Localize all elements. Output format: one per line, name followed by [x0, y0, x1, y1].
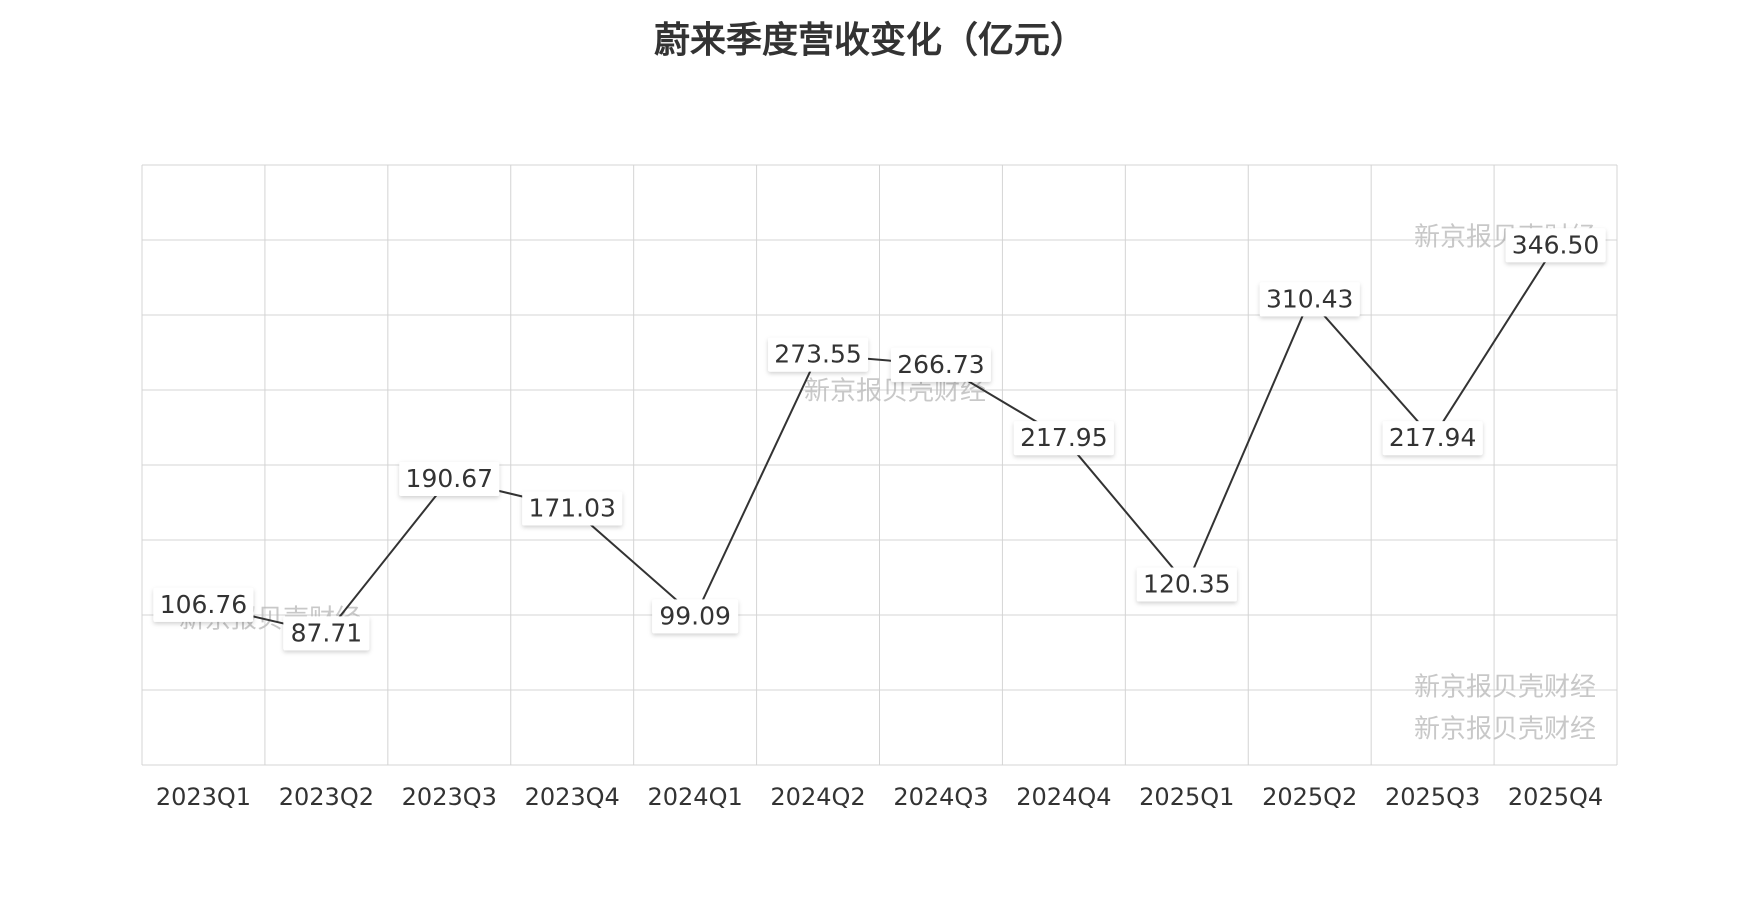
- data-label: 266.73: [897, 350, 984, 379]
- chart-title: 蔚来季度营收变化（亿元）: [654, 19, 1086, 61]
- data-label: 106.76: [160, 590, 247, 619]
- data-label-box: [1382, 421, 1483, 456]
- x-tick-label: 2024Q2: [770, 783, 865, 811]
- data-label: 171.03: [528, 493, 615, 522]
- x-tick-label: 2025Q2: [1262, 783, 1357, 811]
- data-label-box: [1259, 282, 1360, 317]
- data-label-box: [283, 616, 370, 651]
- x-tick-label: 2025Q4: [1508, 783, 1603, 811]
- x-tick-label: 2025Q3: [1385, 783, 1480, 811]
- x-tick-label: 2023Q4: [525, 783, 620, 811]
- x-tick-label: 2025Q1: [1139, 783, 1234, 811]
- data-label: 346.50: [1512, 230, 1599, 259]
- watermark: 新京报贝壳财经: [1414, 715, 1596, 745]
- data-label: 190.67: [406, 464, 493, 493]
- data-label: 217.94: [1389, 423, 1476, 452]
- x-tick-label: 2023Q3: [402, 783, 497, 811]
- data-label: 217.95: [1020, 423, 1107, 452]
- data-label: 120.35: [1143, 569, 1230, 598]
- data-label: 310.43: [1266, 284, 1353, 313]
- data-label-box: [1505, 228, 1606, 263]
- watermark: 新京报贝壳财经: [1414, 673, 1596, 703]
- data-label-box: [1136, 567, 1237, 602]
- data-label: 99.09: [659, 601, 731, 630]
- data-label-box: [399, 461, 500, 496]
- x-tick-label: 2024Q4: [1016, 783, 1111, 811]
- data-label: 273.55: [774, 340, 861, 369]
- data-label-box: [768, 337, 869, 372]
- x-tick-label: 2024Q1: [648, 783, 743, 811]
- data-label-box: [522, 491, 623, 526]
- data-label-box: [890, 347, 991, 382]
- data-label-box: [153, 587, 254, 622]
- line: [203, 244, 1557, 635]
- x-tick-label: 2023Q1: [156, 783, 251, 811]
- data-label-box: [652, 599, 739, 634]
- data-label: 87.71: [291, 618, 363, 647]
- data-label-box: [1013, 421, 1114, 456]
- x-tick-label: 2023Q2: [279, 783, 374, 811]
- x-tick-label: 2024Q3: [893, 783, 988, 811]
